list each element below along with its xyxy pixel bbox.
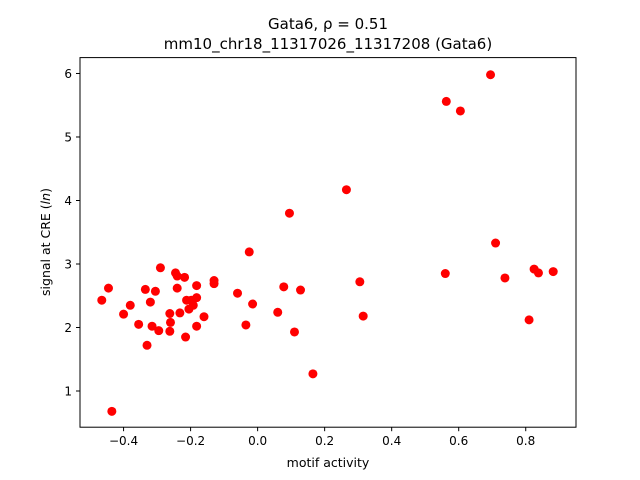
chart-title-line1: Gata6, ρ = 0.51	[268, 15, 388, 33]
x-tick-label: −0.4	[109, 434, 138, 448]
y-tick-label: 2	[64, 321, 72, 335]
data-point	[142, 340, 152, 350]
data-point	[154, 326, 164, 336]
data-point	[289, 327, 299, 337]
data-point	[145, 297, 155, 307]
x-tick-label: 0.6	[449, 434, 468, 448]
data-point	[192, 281, 202, 291]
data-point	[441, 96, 451, 106]
y-tick-label: 4	[64, 194, 72, 208]
data-point	[103, 283, 113, 293]
y-tick-label: 5	[64, 130, 72, 144]
data-point	[155, 263, 165, 273]
data-point	[181, 332, 191, 342]
data-point	[233, 288, 243, 298]
data-point	[244, 247, 254, 257]
data-point	[209, 279, 219, 289]
data-point	[548, 267, 558, 277]
data-point	[455, 106, 465, 116]
data-point	[172, 271, 182, 281]
data-point	[241, 320, 251, 330]
data-point	[175, 308, 185, 318]
data-point	[180, 272, 190, 282]
data-point	[134, 319, 144, 329]
data-point	[165, 317, 175, 327]
data-point	[341, 185, 351, 195]
data-point	[355, 277, 365, 287]
data-point	[165, 326, 175, 336]
x-axis-ticks: −0.4 −0.2 0.0 0.2 0.4 0.6 0.8	[109, 427, 535, 448]
data-point	[140, 284, 150, 294]
data-point	[192, 293, 202, 303]
x-tick-label: 0.4	[382, 434, 401, 448]
x-tick-label: 0.2	[315, 434, 334, 448]
data-point	[150, 286, 160, 296]
plot-frame	[79, 57, 577, 428]
data-point	[284, 208, 294, 218]
data-point	[491, 238, 501, 248]
data-point	[125, 300, 135, 310]
x-axis-label: motif activity	[287, 455, 370, 470]
data-point	[147, 321, 157, 331]
data-point	[107, 406, 117, 416]
x-tick-label: −0.2	[176, 434, 205, 448]
data-point	[199, 312, 209, 322]
data-point	[500, 273, 510, 283]
data-point	[308, 369, 318, 379]
data-point	[296, 285, 306, 295]
data-point	[279, 282, 289, 292]
chart-title-line2: mm10_chr18_11317026_11317208 (Gata6)	[164, 35, 492, 54]
data-point	[172, 283, 182, 293]
data-point	[440, 269, 450, 279]
x-tick-label: 0.0	[248, 434, 267, 448]
data-point	[188, 300, 198, 310]
y-tick-label: 6	[64, 67, 72, 81]
data-point	[358, 311, 368, 321]
data-point	[97, 295, 107, 305]
x-tick-label: 0.8	[516, 434, 535, 448]
y-axis-ticks: 1 2 3 4 5 6	[64, 67, 80, 399]
data-point	[248, 299, 258, 309]
data-point	[273, 307, 283, 317]
y-axis-label: signal at CRE (ln)	[38, 188, 53, 296]
y-tick-label: 3	[64, 257, 72, 271]
data-point	[119, 309, 129, 319]
data-point	[524, 315, 534, 325]
data-point	[165, 309, 175, 319]
data-points	[97, 70, 558, 416]
data-point	[486, 70, 496, 80]
data-point	[533, 268, 543, 278]
data-point	[192, 321, 202, 331]
y-tick-label: 1	[64, 385, 72, 399]
